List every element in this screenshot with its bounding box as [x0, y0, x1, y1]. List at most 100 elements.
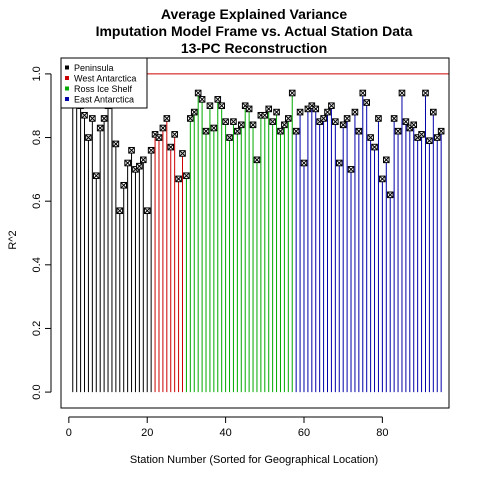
point-station-24 — [159, 124, 167, 132]
point-station-54 — [277, 127, 284, 135]
point-station-35 — [202, 127, 210, 135]
x-tick-label: 80 — [376, 427, 388, 439]
y-axis-label: R^2 — [7, 230, 19, 249]
y-tick-label: 1.0 — [31, 66, 43, 81]
point-station-63 — [312, 105, 320, 113]
legend-label: Ross Ice Shelf — [74, 84, 133, 94]
point-station-39 — [218, 102, 225, 110]
point-station-71 — [343, 115, 351, 122]
point-station-67 — [328, 102, 335, 110]
point-station-18 — [136, 162, 143, 170]
x-tick-label: 40 — [219, 427, 231, 439]
point-station-69 — [335, 159, 343, 167]
point-station-21 — [147, 146, 155, 154]
point-station-33 — [194, 89, 202, 97]
point-station-77 — [367, 134, 374, 141]
point-station-82 — [386, 191, 394, 199]
x-tick-label: 60 — [298, 427, 310, 439]
point-station-91 — [422, 89, 429, 97]
point-station-23 — [155, 134, 163, 141]
point-station-85 — [398, 89, 406, 97]
point-station-83 — [390, 115, 398, 122]
point-station-27 — [171, 131, 178, 138]
point-station-81 — [382, 156, 390, 164]
chart-title-line-1: Average Explained Variance — [161, 6, 347, 22]
point-station-12 — [112, 140, 120, 148]
x-tick-label: 20 — [141, 427, 153, 439]
y-tick-label: 0.6 — [31, 194, 43, 209]
x-axis: 0 20 40 60 80 — [66, 416, 388, 439]
point-station-19 — [140, 156, 147, 164]
point-station-50 — [261, 111, 269, 119]
point-station-78 — [371, 143, 378, 151]
legend-swatch — [65, 86, 69, 91]
point-station-88 — [410, 121, 418, 129]
chart-title-line-3: 13-PC Reconstruction — [181, 40, 327, 56]
point-station-42 — [230, 118, 237, 125]
point-station-40 — [222, 118, 229, 125]
point-station-44 — [237, 121, 245, 129]
legend-swatch — [65, 65, 69, 70]
bars-layer — [72, 93, 442, 393]
point-station-75 — [359, 89, 367, 97]
point-station-47 — [249, 121, 257, 129]
point-station-46 — [245, 105, 253, 113]
point-station-65 — [320, 115, 327, 122]
y-tick-label: 0.2 — [31, 321, 43, 336]
point-station-79 — [375, 115, 382, 122]
point-station-86 — [402, 118, 410, 125]
point-station-16 — [128, 146, 135, 154]
point-station-30 — [183, 172, 190, 180]
point-station-74 — [355, 127, 363, 135]
point-station-7 — [92, 172, 100, 180]
point-station-31 — [187, 115, 194, 122]
point-station-52 — [269, 118, 276, 125]
point-station-29 — [179, 150, 186, 157]
point-station-43 — [234, 127, 241, 135]
point-station-93 — [430, 108, 437, 116]
point-station-76 — [363, 99, 370, 106]
point-station-58 — [292, 127, 300, 135]
point-station-4 — [81, 111, 88, 119]
legend-swatch — [65, 76, 69, 80]
y-tick-label: 0.0 — [31, 384, 43, 399]
point-station-57 — [288, 89, 296, 97]
point-station-28 — [175, 175, 182, 183]
point-station-95 — [437, 127, 445, 135]
point-station-72 — [347, 166, 355, 173]
point-station-68 — [332, 118, 339, 125]
point-station-73 — [351, 108, 359, 116]
point-station-13 — [116, 207, 124, 215]
point-station-8 — [96, 124, 104, 132]
point-station-6 — [89, 115, 96, 122]
legend-frame — [60, 57, 148, 109]
point-station-5 — [85, 134, 92, 141]
point-station-70 — [339, 121, 347, 129]
legend-label: West Antarctica — [74, 74, 136, 84]
y-tick-label: 0.8 — [31, 130, 43, 145]
point-station-59 — [296, 108, 304, 116]
point-station-32 — [190, 108, 198, 116]
point-station-34 — [198, 96, 206, 103]
point-station-9 — [100, 115, 108, 122]
point-station-90 — [418, 131, 425, 138]
point-station-26 — [167, 143, 175, 151]
y-tick-label: 0.4 — [31, 257, 43, 272]
legend-label: East Antarctica — [74, 95, 134, 105]
point-station-80 — [379, 175, 386, 183]
point-station-94 — [433, 134, 441, 141]
point-station-53 — [273, 108, 280, 116]
point-station-84 — [394, 127, 402, 135]
legend-label: Peninsula — [74, 63, 114, 73]
point-station-14 — [120, 181, 128, 189]
point-station-51 — [265, 105, 273, 113]
legend-swatch — [65, 97, 69, 101]
chart-title-line-2: Imputation Model Frame vs. Actual Statio… — [96, 23, 413, 39]
point-station-25 — [163, 115, 171, 122]
point-station-92 — [426, 137, 433, 145]
x-axis-label: Station Number (Sorted for Geographical … — [130, 454, 378, 466]
point-station-48 — [253, 156, 261, 164]
point-station-15 — [124, 159, 131, 167]
